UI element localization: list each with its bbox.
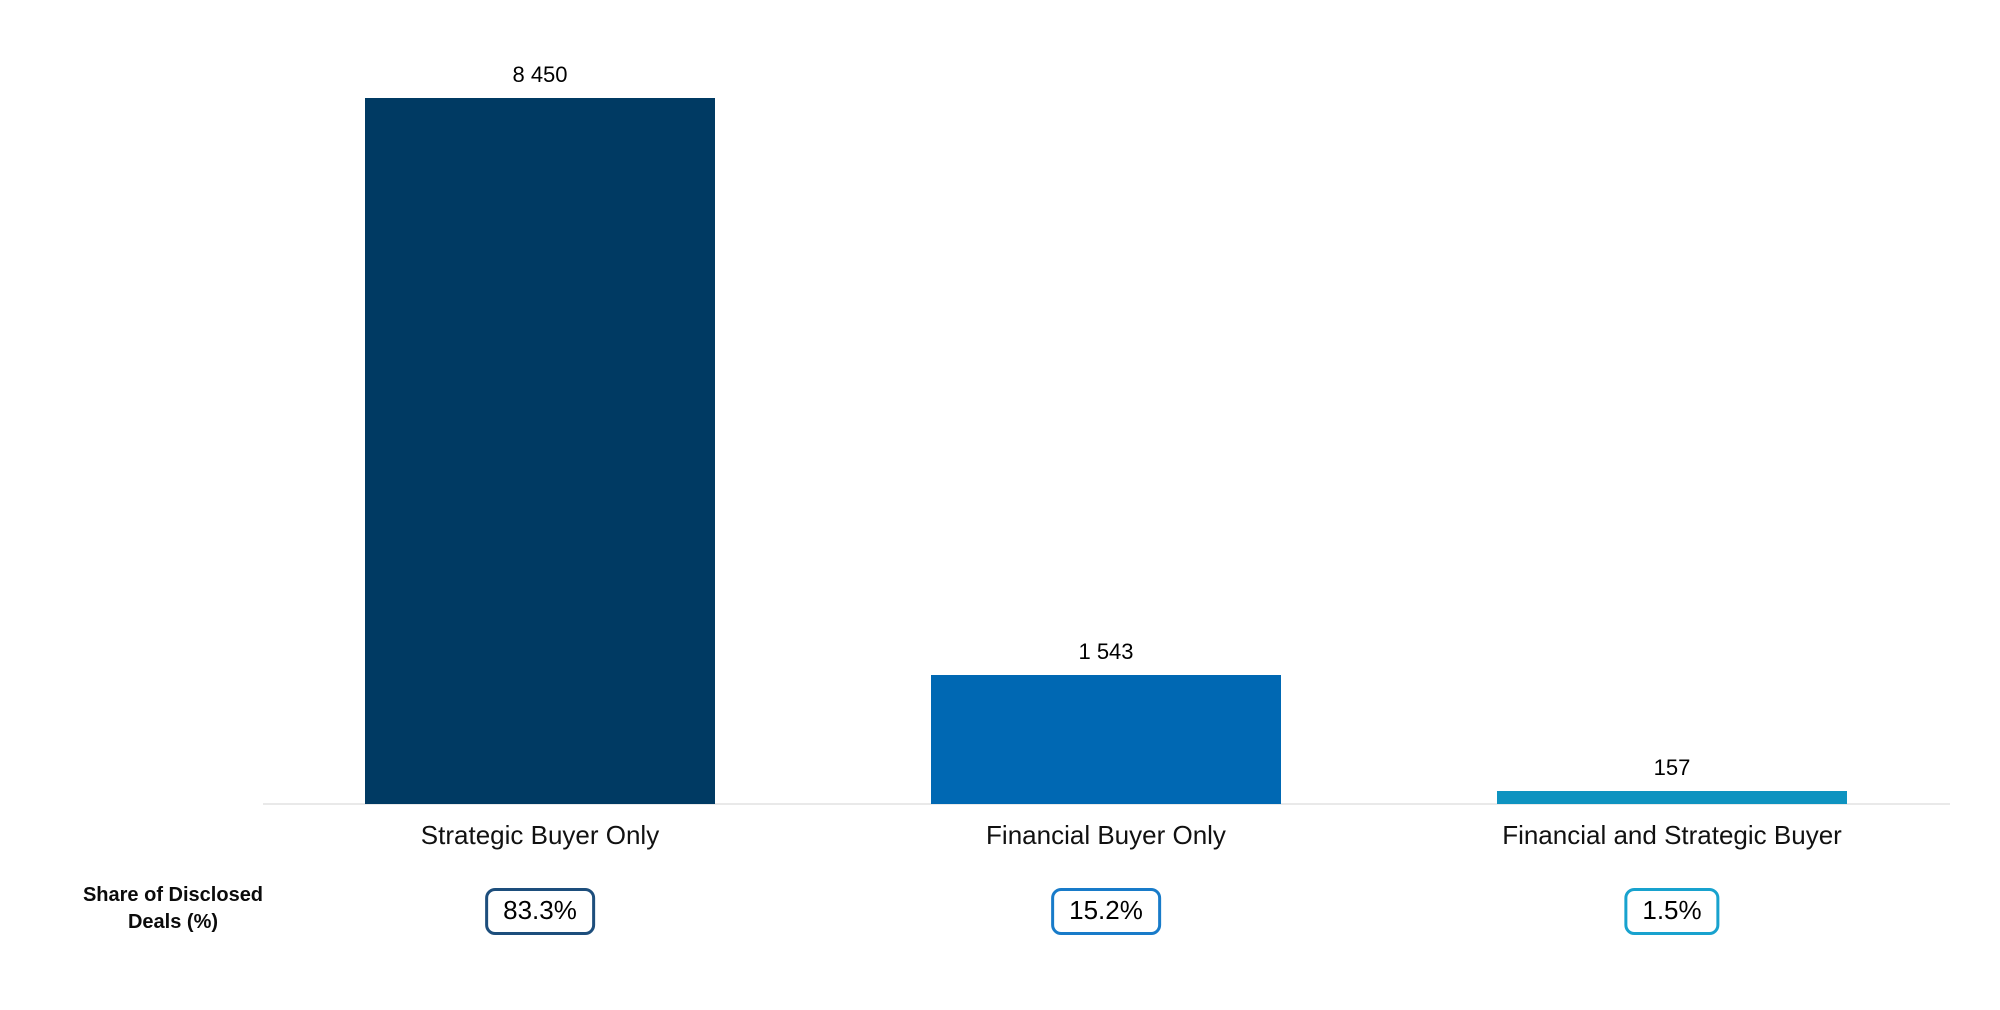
category-label: Financial and Strategic Buyer [1502,820,1842,850]
share-badge-value: 15.2% [1069,895,1143,925]
share-row-label-line1: Share of Disclosed [82,884,264,906]
share-row-label: Share of Disclosed Deals (%) [63,882,283,936]
share-badge: 83.3% [485,888,595,936]
bar-strategic-buyer-only [365,98,715,804]
share-badge: 15.2% [1051,888,1161,936]
x-axis-line [263,803,1950,805]
share-badge: 1.5% [1624,888,1720,936]
bar-group-financial-buyer-only: 1 543 Financial Buyer Only 15.2% [931,0,1281,1010]
share-row-label-line2: Deals (%) [127,911,219,933]
bar-financial-buyer-only [931,675,1281,804]
bar-group-financial-and-strategic-buyer: 157 Financial and Strategic Buyer 1.5% [1497,0,1847,1010]
share-badge-value: 83.3% [503,895,577,925]
category-label: Financial Buyer Only [986,820,1226,850]
category-label: Strategic Buyer Only [420,820,660,850]
bar-value-label: 1 543 [1078,639,1134,664]
share-badge-value: 1.5% [1642,895,1702,925]
bar-value-label: 8 450 [512,62,568,87]
bar-value-label: 157 [1653,755,1691,780]
bar-financial-and-strategic-buyer [1497,791,1847,804]
bar-group-strategic-buyer-only: 8 450 Strategic Buyer Only 83.3% [365,0,715,1010]
